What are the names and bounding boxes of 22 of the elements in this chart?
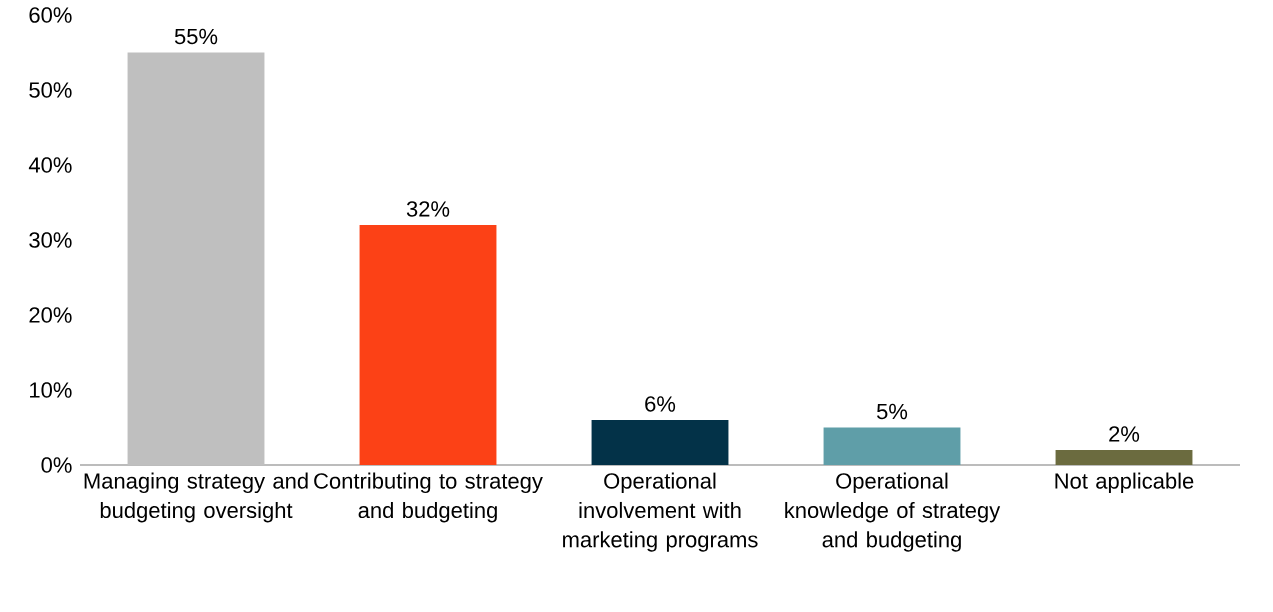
y-tick-label: 60% xyxy=(29,7,72,23)
y-tick-label: 0% xyxy=(41,457,72,473)
bar xyxy=(359,225,497,465)
y-tick-label: 30% xyxy=(29,232,72,248)
x-tick-label: Managing strategy and budgeting oversight xyxy=(84,472,308,523)
data-label: 55% xyxy=(174,28,218,45)
data-label: 32% xyxy=(406,201,450,217)
data-label: 2% xyxy=(1109,426,1140,442)
x-tick-label: Contributing to strategy and budgeting xyxy=(314,472,543,523)
y-tick-label: 50% xyxy=(29,82,72,98)
y-tick-label: 40% xyxy=(28,157,72,173)
bar xyxy=(1055,450,1193,465)
x-tick-label: Operational knowledge of strategy and budgeting xyxy=(785,472,1001,552)
data-label: 6% xyxy=(645,396,676,412)
y-tick-label: 10% xyxy=(30,382,72,398)
bar xyxy=(127,52,265,465)
data-label: 5% xyxy=(876,403,908,420)
x-tick-label: Operational involvement with marketing programs xyxy=(563,472,758,552)
y-tick-label: 20% xyxy=(29,307,72,323)
bar xyxy=(823,427,961,465)
x-tick-label: Not applicable xyxy=(1055,472,1194,494)
bar xyxy=(591,420,729,465)
